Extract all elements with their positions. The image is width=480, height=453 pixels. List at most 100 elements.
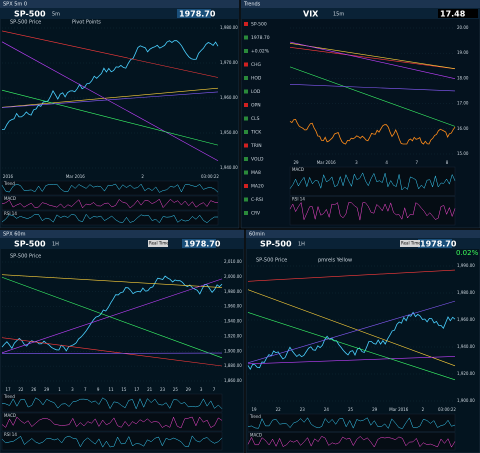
y-axis-label: 1,990.00 xyxy=(457,263,475,268)
x-axis-label: 19 xyxy=(251,407,257,412)
trend-line xyxy=(247,289,456,367)
watchlist-item[interactable]: CHG xyxy=(251,62,262,68)
watchlist-item[interactable]: HOD xyxy=(251,76,262,82)
watchlist-item[interactable]: CLS xyxy=(251,116,260,122)
symbol-bar xyxy=(0,8,239,19)
watchlist-item[interactable]: MA8 xyxy=(251,170,261,176)
y-axis-label: 1,960.00 xyxy=(457,317,475,322)
trend-line xyxy=(1,276,223,359)
real-time-label[interactable]: Real Time xyxy=(149,241,169,246)
watch-dot xyxy=(244,76,248,80)
watchlist-item[interactable]: CRV xyxy=(251,211,261,217)
watch-dot xyxy=(244,184,248,188)
price-trace xyxy=(247,311,456,371)
watchlist-item[interactable]: OPN xyxy=(251,103,261,109)
interval[interactable]: 1H xyxy=(298,242,305,248)
price-box xyxy=(438,9,478,18)
indicator-label: Trend xyxy=(3,181,15,186)
trend-line xyxy=(1,274,223,288)
x-axis-label: 15 xyxy=(121,387,127,392)
interval[interactable]: 5m xyxy=(52,12,60,18)
trend-line xyxy=(289,83,456,92)
indicator-pane xyxy=(1,180,219,196)
watchlist-item[interactable]: MA20 xyxy=(251,184,264,190)
watchlist-item[interactable]: C-RSI xyxy=(251,197,263,203)
indicator-pane xyxy=(247,413,456,432)
real-time-label[interactable]: Real Time xyxy=(401,241,421,246)
y-axis-label: 15.00 xyxy=(457,151,469,156)
watch-dot xyxy=(244,103,248,107)
x-axis-label: 4 xyxy=(385,160,388,165)
study-label: SP-500 Price xyxy=(10,254,41,260)
x-axis-label: 17 xyxy=(134,387,140,392)
y-axis-label: 2,010.00 xyxy=(224,259,242,264)
x-axis-label: 1 xyxy=(58,387,61,392)
y-axis-label: 1,980.00 xyxy=(457,290,475,295)
interval[interactable]: 15m xyxy=(333,12,344,18)
symbol[interactable]: SP-500 xyxy=(14,10,46,19)
y-axis-label: 16.00 xyxy=(457,126,469,131)
y-axis-label: 1,970.00 xyxy=(220,60,238,65)
watchlist-item[interactable]: TICK xyxy=(250,130,262,136)
watchlist-item[interactable]: +0.02% xyxy=(251,49,270,55)
indicator-label: MACD xyxy=(4,196,16,201)
y-axis-label: 1,940.00 xyxy=(457,344,475,349)
indicator-pane xyxy=(1,210,219,226)
symbol[interactable]: SP-500 xyxy=(14,240,46,249)
price: 1978.70 xyxy=(420,240,457,249)
symbol-bar xyxy=(241,8,480,19)
symbol[interactable]: SP-500 xyxy=(260,240,292,249)
symbol[interactable]: VIX xyxy=(303,10,319,19)
watchlist-item[interactable]: LOD xyxy=(251,89,261,95)
trend-line xyxy=(1,41,219,162)
watchlist-item[interactable]: 1978.70 xyxy=(251,35,270,41)
y-axis-label: 1,900.00 xyxy=(457,398,475,403)
x-axis-label: 24 xyxy=(324,407,330,412)
indicator-pane xyxy=(1,393,223,413)
price-box xyxy=(177,9,211,18)
indicator-label: MACD xyxy=(292,167,304,172)
real-time-button[interactable] xyxy=(400,240,420,247)
symbol-bar xyxy=(246,238,480,249)
real-time-button[interactable] xyxy=(148,240,168,247)
indicator-pane xyxy=(289,166,456,196)
x-axis-label: 25 xyxy=(348,407,354,412)
watch-dot xyxy=(244,89,248,94)
y-axis-label: 1,880.00 xyxy=(224,363,242,368)
panel-header xyxy=(246,230,480,238)
interval[interactable]: 1H xyxy=(52,242,59,248)
x-axis-label: Mar 2016 xyxy=(389,407,408,412)
study-legend: Pivot Points xyxy=(72,20,101,26)
x-axis-label: 29 xyxy=(293,160,299,165)
panel-title: SPX 60m xyxy=(3,232,26,238)
price-trace xyxy=(289,118,456,145)
indicator-label: RSI 14 xyxy=(292,197,305,202)
study-label: SP-500 Price xyxy=(10,20,41,26)
indicator-trace xyxy=(247,417,456,429)
watch-dot xyxy=(244,49,248,53)
indicator-trace xyxy=(247,435,456,448)
trend-line xyxy=(1,337,223,367)
trend-line xyxy=(247,269,456,282)
x-axis-label: 17 xyxy=(5,387,11,392)
panel-header xyxy=(0,0,239,8)
trend-line xyxy=(289,47,456,70)
indicator-trace xyxy=(1,416,223,429)
watchlist-item[interactable]: VOLD xyxy=(251,157,264,163)
trend-line xyxy=(247,300,456,364)
indicator-trace xyxy=(1,435,223,448)
x-axis-label: 25 xyxy=(173,387,179,392)
x-axis-label: 8 xyxy=(446,160,449,165)
indicator-label: MACD xyxy=(4,413,16,418)
panel-header xyxy=(0,230,244,238)
x-axis-label: Mar 2016 xyxy=(66,174,85,179)
panel-title: SPX 5m 0 xyxy=(3,2,27,8)
x-axis-label: 29 xyxy=(186,387,192,392)
x-axis-label: 26 xyxy=(31,387,37,392)
watchlist-item[interactable]: SP-500 xyxy=(251,22,267,28)
trend-line xyxy=(1,87,219,108)
watchlist-item[interactable]: TRIN xyxy=(250,143,262,149)
watch-dot xyxy=(244,22,248,26)
trend-line xyxy=(1,91,219,108)
x-axis-label: 7 xyxy=(213,387,216,392)
